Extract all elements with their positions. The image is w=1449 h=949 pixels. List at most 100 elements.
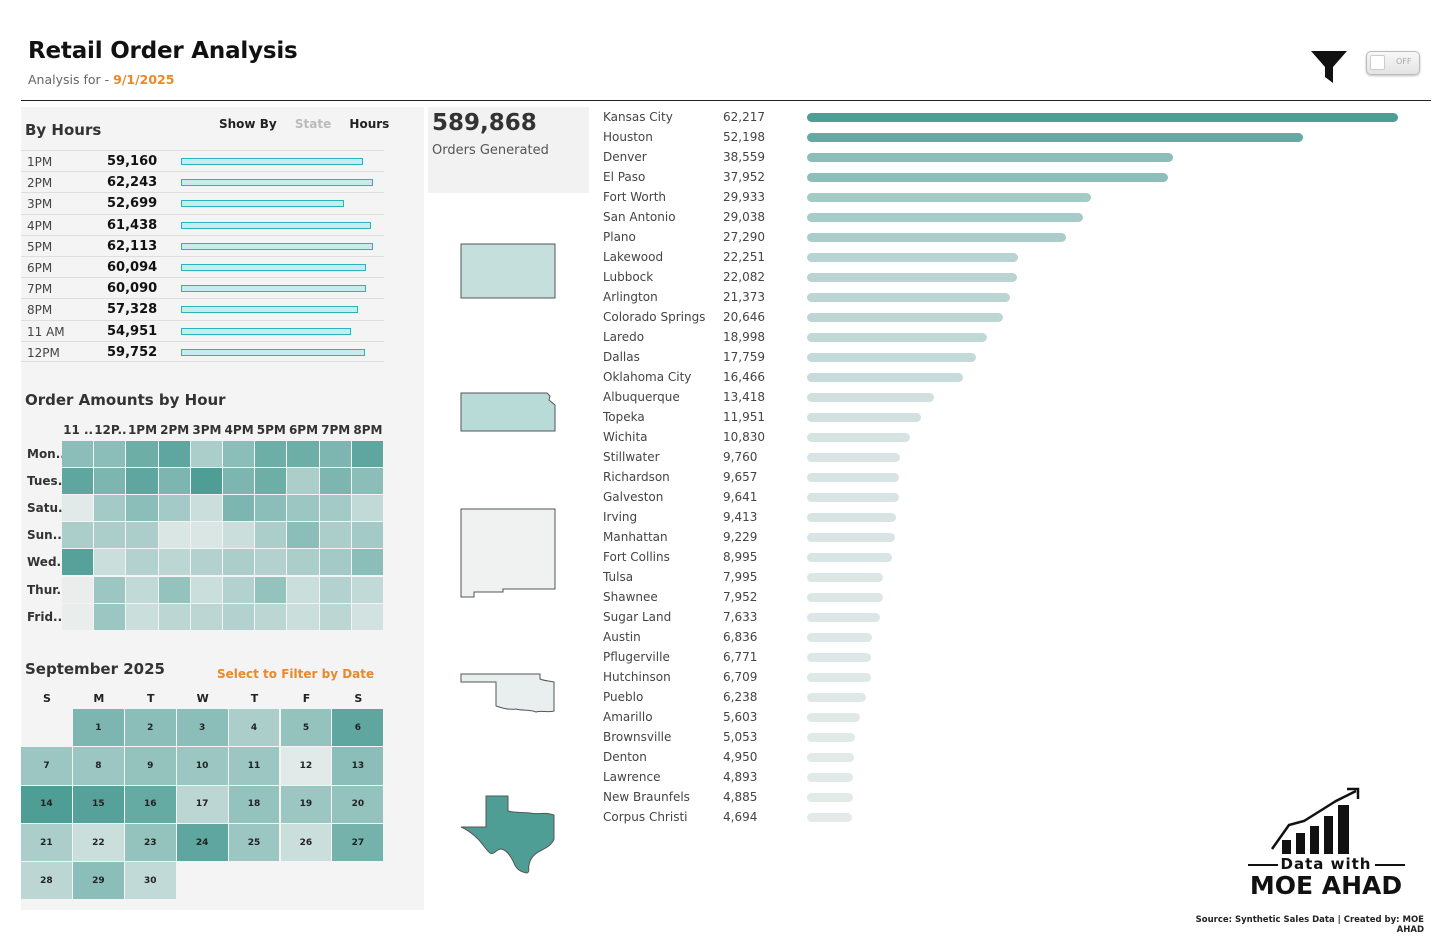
calendar-day[interactable]: 7 <box>21 747 72 785</box>
calendar-day[interactable]: 26 <box>280 823 332 862</box>
city-row[interactable]: Lakewood 22,251 <box>603 247 1403 267</box>
city-bar[interactable] <box>807 673 871 682</box>
city-row[interactable]: Corpus Christi 4,694 <box>603 807 1403 827</box>
heatmap-cell[interactable] <box>351 549 383 576</box>
city-row[interactable]: Richardson 9,657 <box>603 467 1403 487</box>
heatmap-cell[interactable] <box>62 549 94 576</box>
city-row[interactable]: Fort Collins 8,995 <box>603 547 1403 567</box>
calendar-day[interactable]: 14 <box>21 785 72 823</box>
heatmap-cell[interactable] <box>287 468 319 495</box>
heatmap-cell[interactable] <box>287 549 319 576</box>
heatmap-cell[interactable] <box>158 441 190 468</box>
state-texas[interactable] <box>460 795 557 875</box>
heatmap-cell[interactable] <box>255 522 287 549</box>
calendar-day[interactable]: 9 <box>124 747 176 785</box>
heatmap-cell[interactable] <box>62 441 94 468</box>
heatmap-cell[interactable] <box>287 576 319 603</box>
city-row[interactable]: San Antonio 29,038 <box>603 207 1403 227</box>
hour-bar[interactable] <box>181 179 373 187</box>
city-row[interactable]: Irving 9,413 <box>603 507 1403 527</box>
city-bar[interactable] <box>807 433 910 442</box>
city-bar[interactable] <box>807 753 854 762</box>
city-bar[interactable] <box>807 733 855 742</box>
hour-bar[interactable] <box>181 306 358 314</box>
heatmap-cell[interactable] <box>223 495 255 522</box>
heatmap-cell[interactable] <box>223 576 255 603</box>
state-colorado[interactable] <box>460 243 557 299</box>
filter-icon[interactable] <box>1310 48 1348 86</box>
heatmap-cell[interactable] <box>158 522 190 549</box>
heatmap-cell[interactable] <box>62 522 94 549</box>
city-bar[interactable] <box>807 153 1173 162</box>
heatmap-cell[interactable] <box>319 576 351 603</box>
state-oklahoma[interactable] <box>460 673 557 715</box>
heatmap-cell[interactable] <box>255 441 287 468</box>
calendar-day[interactable]: 28 <box>21 862 72 900</box>
city-bar[interactable] <box>807 493 899 502</box>
city-bar[interactable] <box>807 113 1398 122</box>
city-bar[interactable] <box>807 233 1066 242</box>
city-row[interactable]: Austin 6,836 <box>603 627 1403 647</box>
city-row[interactable]: Amarillo 5,603 <box>603 707 1403 727</box>
heatmap-cell[interactable] <box>190 441 222 468</box>
heatmap-cell[interactable] <box>190 468 222 495</box>
hour-bar[interactable] <box>181 200 344 208</box>
heatmap-cell[interactable] <box>62 603 94 630</box>
city-bar[interactable] <box>807 273 1017 282</box>
city-bar[interactable] <box>807 313 1003 322</box>
city-row[interactable]: Houston 52,198 <box>603 127 1403 147</box>
city-bar[interactable] <box>807 393 934 402</box>
heatmap-cell[interactable] <box>223 468 255 495</box>
heatmap-cell[interactable] <box>255 468 287 495</box>
city-row[interactable]: Pflugerville 6,771 <box>603 647 1403 667</box>
heatmap-cell[interactable] <box>94 441 126 468</box>
calendar-day[interactable]: 21 <box>21 823 72 862</box>
heatmap-cell[interactable] <box>126 468 158 495</box>
city-bar[interactable] <box>807 353 976 362</box>
heatmap-cell[interactable] <box>94 603 126 630</box>
calendar-day[interactable]: 22 <box>72 823 124 862</box>
heatmap-cell[interactable] <box>62 576 94 603</box>
city-row[interactable]: New Braunfels 4,885 <box>603 787 1403 807</box>
calendar-day[interactable]: 8 <box>72 747 124 785</box>
calendar-day[interactable]: 13 <box>332 747 384 785</box>
hour-row[interactable]: 7PM 60,090 <box>21 277 384 298</box>
heatmap-cell[interactable] <box>126 549 158 576</box>
city-row[interactable]: Kansas City 62,217 <box>603 107 1403 127</box>
heatmap-cell[interactable] <box>351 495 383 522</box>
city-row[interactable]: El Paso 37,952 <box>603 167 1403 187</box>
calendar-day[interactable]: 1 <box>72 709 124 747</box>
heatmap-cell[interactable] <box>126 576 158 603</box>
city-bar[interactable] <box>807 173 1168 182</box>
city-row[interactable]: Lawrence 4,893 <box>603 767 1403 787</box>
heatmap-cell[interactable] <box>126 522 158 549</box>
heatmap-cell[interactable] <box>255 549 287 576</box>
city-row[interactable]: Hutchinson 6,709 <box>603 667 1403 687</box>
heatmap-cell[interactable] <box>255 576 287 603</box>
city-row[interactable]: Colorado Springs 20,646 <box>603 307 1403 327</box>
heatmap-cell[interactable] <box>319 549 351 576</box>
heatmap-cell[interactable] <box>126 603 158 630</box>
heatmap-cell[interactable] <box>319 495 351 522</box>
calendar-day[interactable]: 19 <box>280 785 332 823</box>
heatmap-cell[interactable] <box>255 603 287 630</box>
heatmap-cell[interactable] <box>287 522 319 549</box>
hour-bar[interactable] <box>181 263 366 271</box>
city-bar[interactable] <box>807 133 1303 142</box>
show-by-state-option[interactable]: State <box>294 117 332 131</box>
city-row[interactable]: Pueblo 6,238 <box>603 687 1403 707</box>
heatmap-cell[interactable] <box>126 441 158 468</box>
heatmap-cell[interactable] <box>158 549 190 576</box>
heatmap-cell[interactable] <box>319 603 351 630</box>
city-bar[interactable] <box>807 693 866 702</box>
city-bar[interactable] <box>807 793 853 802</box>
calendar-day[interactable]: 16 <box>124 785 176 823</box>
city-bar[interactable] <box>807 553 892 562</box>
calendar-day[interactable]: 20 <box>332 785 384 823</box>
heatmap-cell[interactable] <box>319 522 351 549</box>
city-row[interactable]: Fort Worth 29,933 <box>603 187 1403 207</box>
city-row[interactable]: Manhattan 9,229 <box>603 527 1403 547</box>
city-row[interactable]: Stillwater 9,760 <box>603 447 1403 467</box>
heatmap-cell[interactable] <box>190 549 222 576</box>
heatmap-cell[interactable] <box>223 522 255 549</box>
